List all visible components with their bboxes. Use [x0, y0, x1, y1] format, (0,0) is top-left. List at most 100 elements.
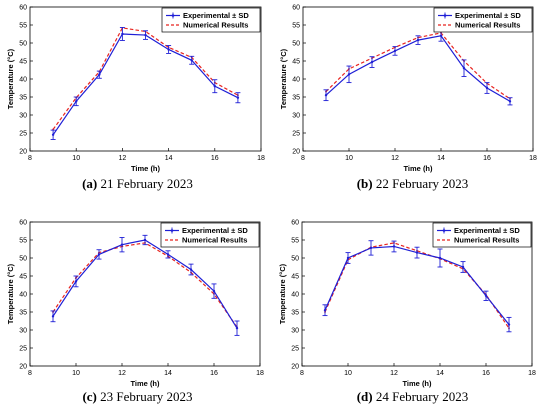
chart-panel-d: 8 10 12 14 16 18 20 25 30 35 40 45 50 55 60 Time (h) Tem…	[278, 220, 536, 389]
chart-panel-b: 8 10 12 14 16 18 20 25 30 35 40 45 50 55 60 Time (h) Tem…	[279, 5, 537, 174]
y-tick-label: 50	[291, 256, 299, 263]
point-experimental	[416, 38, 420, 42]
y-tick-label: 25	[19, 131, 27, 138]
caption-letter: (c)	[82, 389, 97, 404]
point-experimental	[346, 256, 350, 260]
point-experimental	[74, 280, 78, 283]
y-tick-label: 25	[19, 346, 27, 353]
y-tick-label: 40	[19, 292, 27, 299]
x-tick-label: 10	[344, 370, 352, 377]
caption-date: 22 February 2023	[372, 176, 469, 191]
point-experimental	[347, 73, 351, 76]
y-tick-label: 55	[292, 23, 300, 30]
x-axis-label: Time (h)	[130, 379, 160, 388]
point-experimental	[370, 60, 374, 64]
y-tick-label: 20	[19, 149, 27, 156]
y-tick-label: 20	[19, 364, 27, 371]
y-tick-label: 30	[19, 113, 27, 120]
y-tick-label: 55	[291, 238, 299, 245]
y-tick-label: 50	[19, 41, 27, 48]
point-experimental	[369, 246, 373, 250]
x-tick-label: 12	[118, 370, 126, 377]
y-tick-label: 50	[19, 256, 27, 263]
y-tick-label: 40	[291, 292, 299, 299]
point-experimental	[120, 243, 124, 246]
point-experimental	[236, 96, 240, 99]
point-experimental	[51, 133, 55, 136]
point-experimental	[121, 32, 124, 36]
y-tick-label: 40	[19, 77, 27, 84]
x-tick-label: 16	[210, 370, 218, 377]
y-tick-label: 25	[292, 131, 300, 138]
caption-letter: (a)	[82, 176, 98, 191]
legend-swatch-marker	[443, 14, 447, 17]
point-experimental	[462, 67, 466, 70]
point-experimental	[213, 85, 216, 88]
x-tick-label: 8	[301, 155, 305, 162]
x-tick-label: 12	[391, 155, 399, 162]
point-experimental	[438, 256, 442, 260]
legend-label-experimental: Experimental ± SD	[183, 11, 249, 20]
point-experimental	[212, 289, 216, 293]
point-experimental	[190, 59, 193, 62]
x-tick-label: 18	[528, 370, 536, 377]
point-experimental	[144, 33, 147, 37]
legend-label-experimental: Experimental ± SD	[455, 11, 521, 20]
y-tick-label: 55	[19, 23, 27, 30]
y-tick-label: 45	[292, 59, 300, 66]
legend-label-experimental: Experimental ± SD	[182, 226, 248, 235]
y-tick-label: 55	[19, 238, 27, 245]
y-tick-label: 35	[292, 95, 300, 102]
legend-swatch-marker	[442, 229, 446, 232]
y-axis-label: Temperature (°C)	[6, 263, 15, 324]
x-axis-label: Time (h)	[402, 379, 432, 388]
legend-label-numerical: Numerical Results	[454, 236, 519, 245]
chart-panel-a: 8 10 12 14 16 18 20 25 30 35 40 45 50 55 60 Time (h) Tem…	[6, 5, 265, 174]
x-tick-label: 16	[483, 155, 491, 162]
point-experimental	[484, 294, 488, 297]
point-experimental	[143, 238, 147, 242]
x-tick-label: 18	[256, 370, 264, 377]
point-experimental	[393, 49, 397, 53]
chart-panel-c: 8 10 12 14 16 18 20 25 30 35 40 45 50 55 60 Time (h) Tem…	[6, 220, 264, 389]
legend-box	[160, 222, 260, 248]
caption-date: 21 February 2023	[97, 176, 193, 191]
point-experimental	[485, 86, 489, 90]
caption-b: (b) 22 February 2023	[275, 176, 550, 192]
point-experimental	[75, 100, 78, 103]
y-tick-label: 30	[292, 113, 300, 120]
y-tick-label: 25	[291, 346, 299, 353]
y-tick-label: 20	[291, 364, 299, 371]
y-axis-label: Temperature (°C)	[279, 48, 288, 109]
y-tick-label: 45	[19, 59, 27, 66]
caption-date: 24 February 2023	[372, 389, 469, 404]
x-tick-label: 12	[390, 370, 398, 377]
x-tick-label: 18	[529, 155, 537, 162]
x-tick-label: 12	[119, 155, 127, 162]
x-tick-label: 14	[436, 370, 444, 377]
y-tick-label: 30	[19, 328, 27, 335]
point-experimental	[166, 253, 170, 256]
point-experimental	[392, 245, 396, 248]
y-tick-label: 20	[292, 149, 300, 156]
legend-box	[433, 7, 533, 33]
point-experimental	[98, 73, 101, 76]
point-experimental	[323, 309, 327, 312]
caption-c: (c) 23 February 2023	[0, 389, 275, 405]
caption-date: 23 February 2023	[96, 389, 193, 404]
y-tick-label: 35	[19, 95, 27, 102]
legend-label-numerical: Numerical Results	[183, 21, 248, 30]
x-tick-label: 10	[345, 155, 353, 162]
y-tick-label: 50	[292, 41, 300, 48]
legend-label-experimental: Experimental ± SD	[454, 226, 520, 235]
point-experimental	[508, 100, 512, 103]
x-tick-label: 14	[165, 155, 173, 162]
point-experimental	[415, 251, 419, 254]
x-axis-label: Time (h)	[131, 164, 161, 173]
y-tick-label: 40	[292, 77, 300, 84]
y-tick-label: 35	[19, 310, 27, 317]
